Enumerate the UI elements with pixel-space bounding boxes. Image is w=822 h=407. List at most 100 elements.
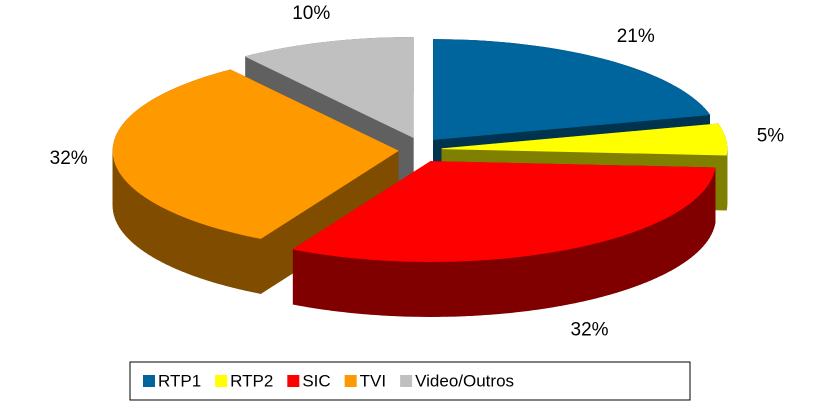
slice-side [199, 222, 207, 281]
slice-side [567, 247, 576, 305]
slice-side [640, 226, 647, 285]
slice-side [628, 230, 636, 290]
slice [441, 123, 728, 156]
legend-swatch [344, 375, 357, 387]
slice-side [574, 245, 583, 304]
slice-side [133, 187, 138, 248]
slice-side [371, 259, 381, 316]
slice-side [331, 254, 340, 312]
legend-swatch [287, 375, 300, 387]
slice-side [679, 206, 685, 266]
slice-side [225, 229, 233, 288]
slice-side [300, 250, 309, 308]
slice-side [690, 198, 695, 258]
slice-side [421, 261, 431, 317]
slice-side [307, 251, 317, 309]
slice-side [513, 255, 523, 313]
slice-side [666, 214, 672, 274]
slice-side [609, 236, 617, 295]
slice-side [615, 234, 624, 293]
slice-side [245, 234, 254, 293]
slice-side [363, 258, 373, 315]
slice-side [211, 226, 220, 285]
slice-side [447, 260, 457, 317]
slice-side [152, 201, 158, 261]
slice-side [157, 203, 163, 263]
slice-side [529, 253, 538, 311]
slice [244, 37, 414, 139]
slice-side [602, 238, 611, 297]
slice-side [137, 190, 142, 250]
data-label: 32% [50, 148, 88, 169]
slice-side [130, 185, 135, 245]
slice-side [651, 221, 658, 281]
slice-side [622, 232, 630, 292]
slice-side [171, 211, 178, 270]
slice-side [544, 251, 554, 309]
slice-side [323, 253, 332, 311]
slice-side [683, 204, 688, 264]
slice-side [634, 228, 641, 287]
data-label: 10% [292, 3, 330, 24]
slice-side [238, 233, 247, 291]
legend-label: SIC [302, 371, 330, 390]
slice-side [166, 208, 173, 268]
slice [433, 39, 711, 141]
slice-side [596, 240, 604, 299]
slice-side [537, 252, 546, 310]
slice-side [496, 257, 506, 315]
slice-side [161, 206, 168, 265]
slice-side [379, 259, 390, 316]
slice-side [675, 209, 681, 269]
slice-side [404, 260, 415, 317]
slice-side [687, 201, 692, 261]
slice-side [413, 260, 423, 317]
slice-side [144, 195, 150, 256]
slice-side [697, 192, 701, 253]
slice-side [205, 224, 213, 283]
slice-side [430, 261, 440, 317]
slice-side [670, 211, 677, 271]
slice-side [292, 248, 302, 307]
slice-side [193, 220, 201, 279]
slice-side [661, 216, 668, 276]
slice-side [560, 248, 569, 307]
slice-side [140, 193, 146, 253]
legend-label: TVI [360, 371, 386, 390]
slice-side [182, 215, 189, 275]
slice-side [253, 236, 262, 294]
slice-side [552, 250, 561, 308]
slice-side [589, 242, 597, 301]
data-label: 5% [757, 126, 785, 147]
legend-label: Video/Outros [415, 371, 514, 390]
slice-side [176, 213, 183, 272]
slice [292, 161, 716, 262]
slice-side [396, 260, 406, 317]
slice-side [218, 228, 226, 286]
legend-swatch [215, 375, 228, 387]
slice-side [388, 260, 398, 317]
data-label: 21% [617, 26, 655, 47]
slice-side [339, 255, 348, 313]
slice-side [355, 257, 365, 315]
slice-side [438, 260, 448, 317]
legend-label: RTP2 [230, 371, 273, 390]
slice-side [488, 258, 498, 315]
slice-side [231, 231, 240, 290]
slice-side [645, 224, 652, 283]
data-label: 32% [571, 320, 609, 341]
slice-side [656, 219, 663, 279]
slice-side [472, 259, 482, 316]
slice-side [315, 252, 325, 310]
slice-side [347, 256, 357, 314]
slice-side [480, 259, 490, 316]
slice-side [582, 244, 590, 302]
slice-side [505, 256, 515, 314]
slice-side [521, 254, 531, 312]
legend-label: RTP1 [158, 371, 201, 390]
slice-side [463, 260, 473, 317]
slice [112, 69, 399, 239]
slice-side [455, 260, 465, 317]
